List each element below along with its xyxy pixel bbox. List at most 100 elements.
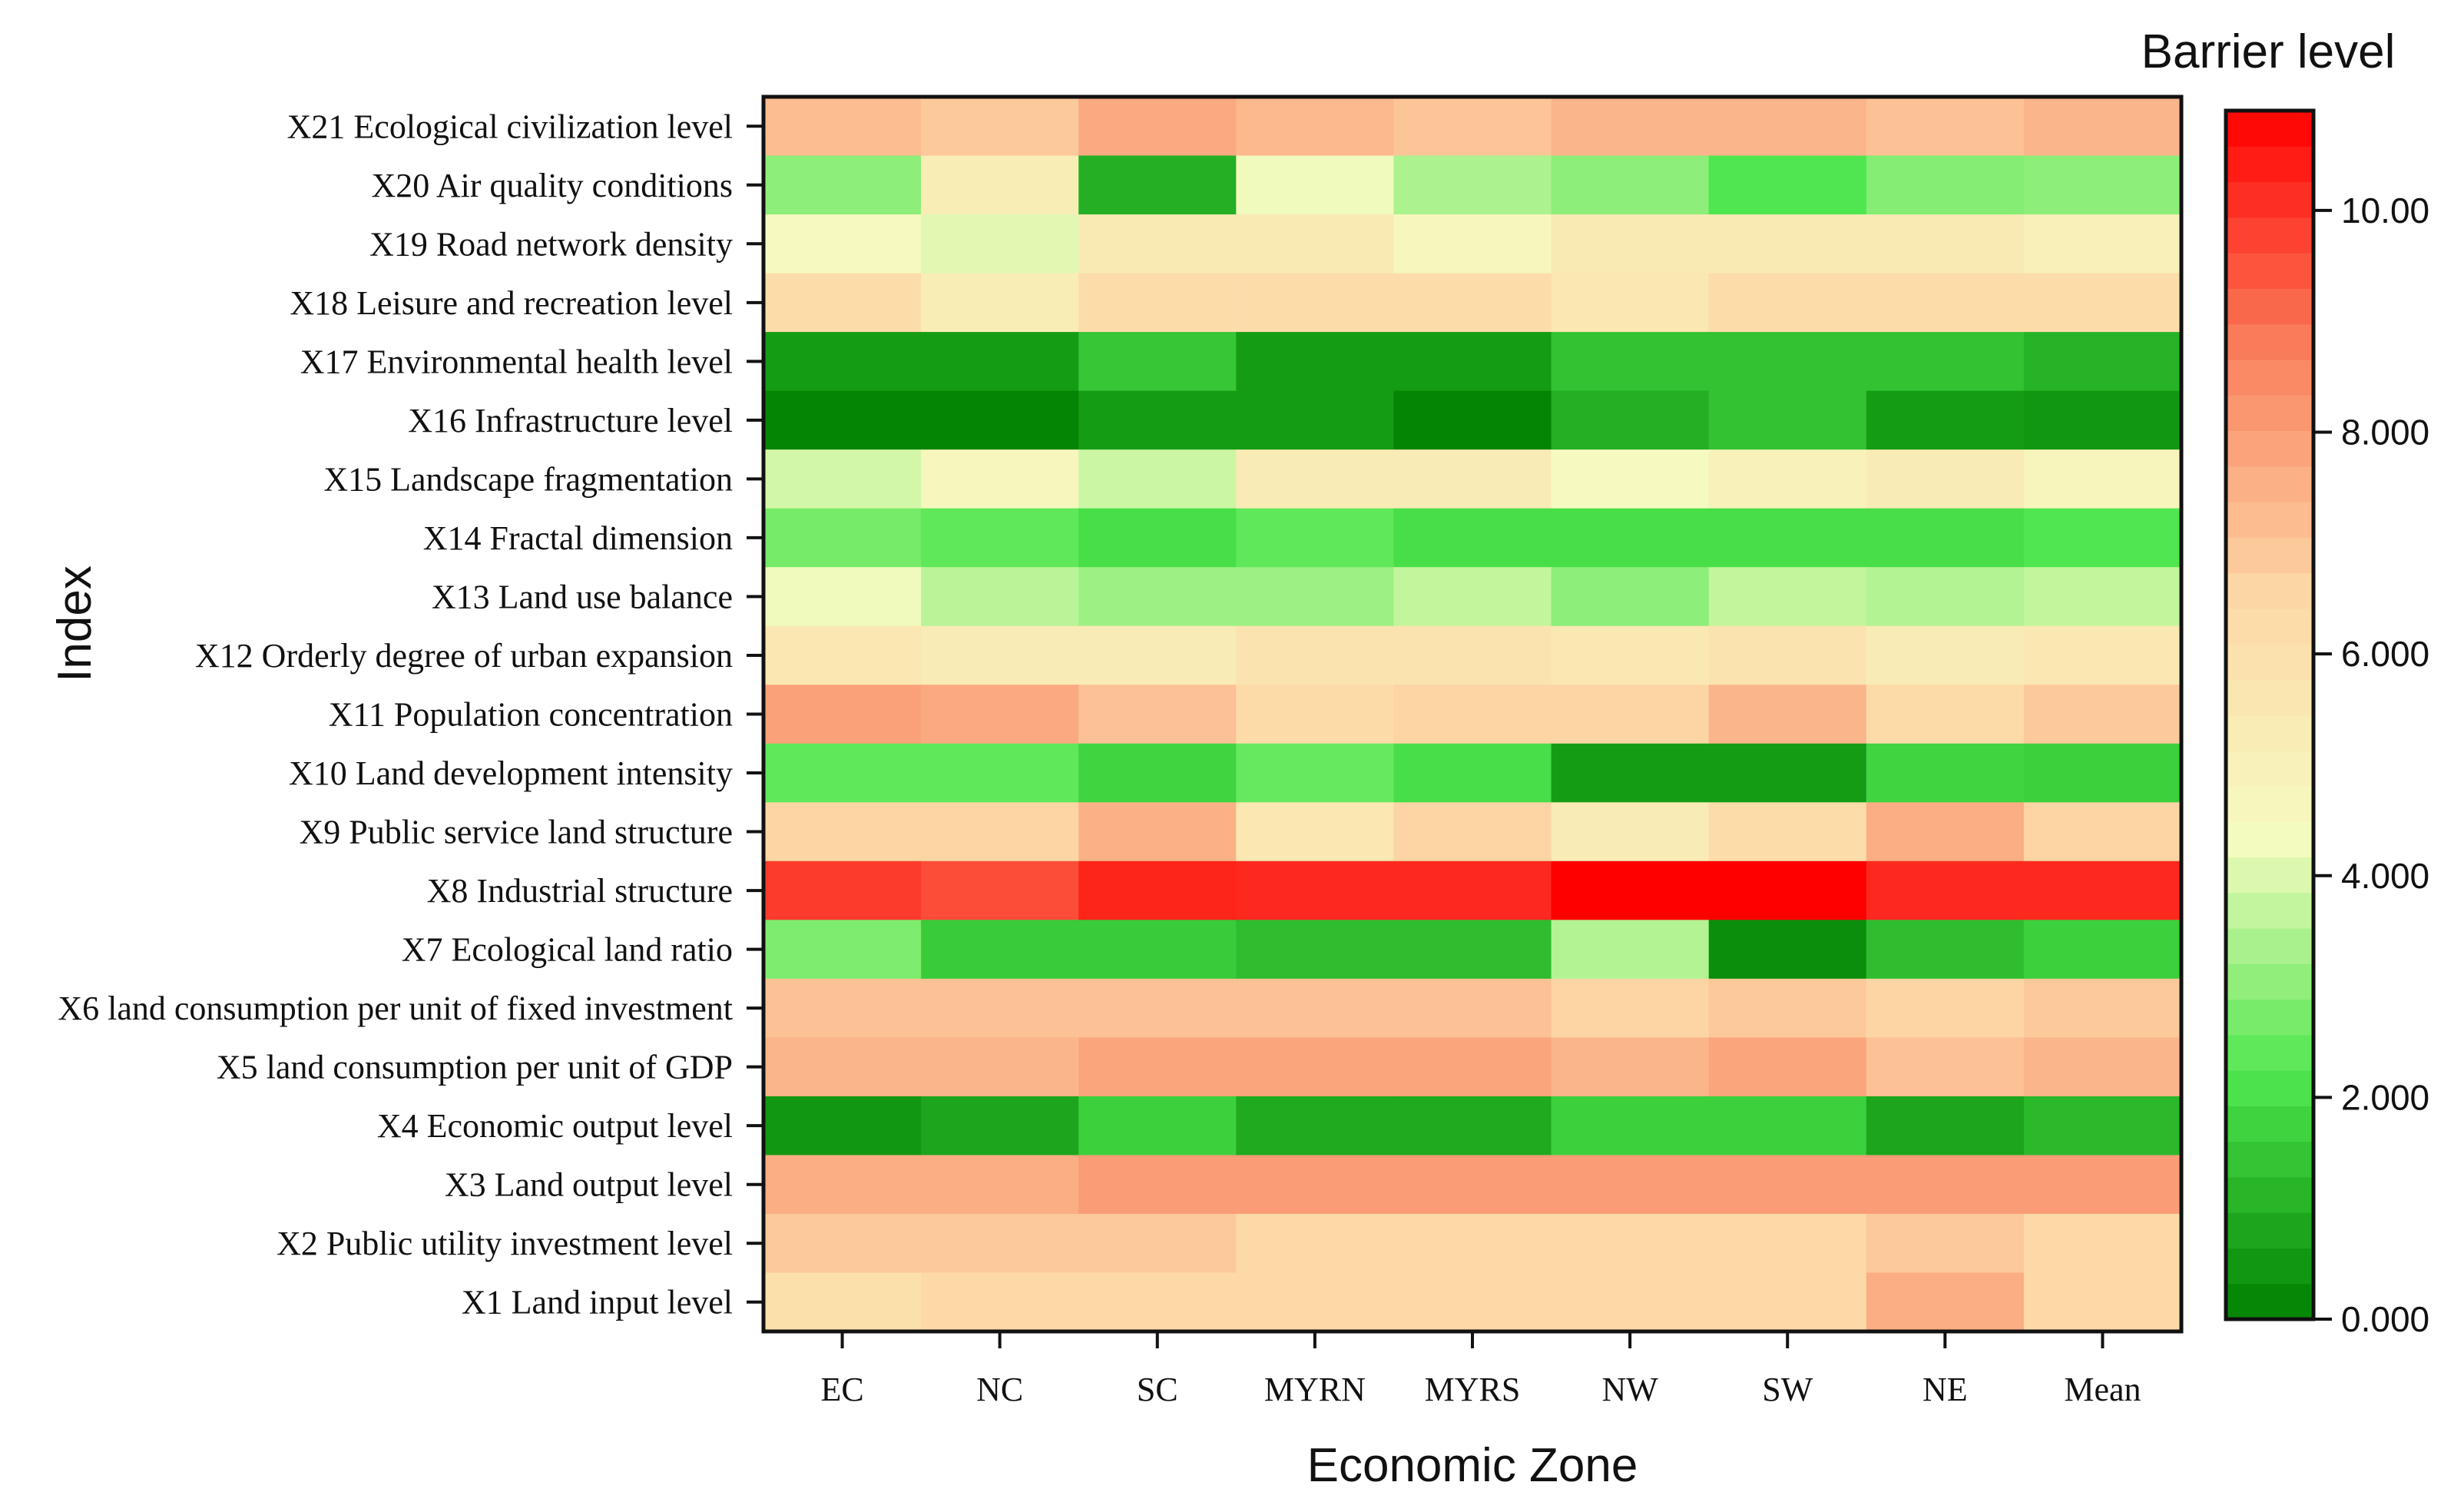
heatmap-cell	[921, 273, 1079, 333]
heatmap-cell	[1708, 508, 1867, 568]
heatmap-cell	[1551, 390, 1710, 450]
heatmap-cell	[1708, 802, 1867, 862]
heatmap-cell	[1078, 802, 1237, 862]
heatmap-cell	[2023, 508, 2182, 568]
heatmap-cell	[1393, 1272, 1552, 1332]
y-tick-label: X16 Infrastructure level	[408, 402, 733, 439]
heatmap-cell	[1708, 390, 1867, 450]
y-tick-label: X1 Land input level	[462, 1284, 733, 1321]
heatmap-cell	[921, 97, 1079, 157]
heatmap-cell	[1866, 97, 2025, 157]
heatmap-cell	[1866, 332, 2025, 392]
heatmap-cell	[1551, 449, 1710, 509]
colorbar-band	[2226, 323, 2313, 360]
colorbar-axis: 0.000 2.000 4.000 6.000 8.000 10.00	[2313, 191, 2429, 1339]
heatmap-cell	[1236, 1096, 1395, 1156]
y-tick-label: X5 land consumption per unit of GDP	[217, 1049, 733, 1086]
heatmap-cell	[921, 1037, 1079, 1097]
heatmap-cell	[763, 508, 922, 568]
colorbar-band	[2226, 857, 2313, 894]
heatmap-cell	[763, 449, 922, 509]
y-tick-label: X17 Environmental health level	[300, 343, 733, 380]
heatmap-cell	[763, 978, 922, 1038]
heatmap-cell	[1393, 332, 1552, 392]
heatmap-cell	[921, 1155, 1079, 1215]
heatmap-cell	[1236, 920, 1395, 980]
heatmap-cell	[1078, 920, 1237, 980]
colorbar-tick-label: 6.000	[2341, 634, 2429, 674]
colorbar-band	[2226, 111, 2313, 147]
heatmap-cell	[1236, 860, 1395, 920]
y-tick-label: X3 Land output level	[445, 1166, 733, 1204]
heatmap-cell	[1393, 743, 1552, 803]
heatmap-cell	[921, 685, 1079, 744]
heatmap-cell	[921, 332, 1079, 392]
heatmap-cell	[921, 625, 1079, 685]
y-tick-label: X13 Land use balance	[432, 578, 733, 615]
heatmap-cell	[763, 214, 922, 274]
heatmap-cell	[1078, 1037, 1237, 1097]
heatmap-cell	[1078, 860, 1237, 920]
colorbar-band	[2226, 928, 2313, 964]
heatmap-cell	[1708, 743, 1867, 803]
heatmap-cell	[1078, 685, 1237, 744]
heatmap-cell	[1393, 1155, 1552, 1215]
heatmap-cell	[1708, 1213, 1867, 1274]
y-tick-label: X18 Leisure and recreation level	[290, 284, 733, 322]
x-axis-title: Economic Zone	[1307, 1439, 1638, 1492]
x-tick-label: MYRN	[1264, 1371, 1366, 1408]
heatmap-cell	[1708, 625, 1867, 685]
heatmap-cell	[1078, 1155, 1237, 1215]
heatmap-cell	[1393, 155, 1552, 215]
heatmap-cell	[1551, 1155, 1710, 1215]
heatmap-cell	[921, 390, 1079, 450]
heatmap-cell	[1393, 508, 1552, 568]
heatmap-cell	[1078, 390, 1237, 450]
heatmap-cell	[763, 1155, 922, 1215]
y-tick-label: X19 Road network density	[369, 225, 733, 263]
heatmap-cell	[2023, 920, 2182, 980]
heatmap-cell	[1551, 920, 1710, 980]
heatmap-cell	[1708, 1037, 1867, 1097]
heatmap-cell	[1551, 332, 1710, 392]
heatmap-cell	[1708, 685, 1867, 744]
colorbar-band	[2226, 1248, 2313, 1285]
heatmap-cell	[1551, 97, 1710, 157]
heatmap-cell	[1708, 860, 1867, 920]
heatmap-cell	[1078, 743, 1237, 803]
heatmap-cell	[1236, 625, 1395, 685]
heatmap-cell	[2023, 802, 2182, 862]
heatmap-cell	[1866, 1213, 2025, 1274]
heatmap-cell	[763, 743, 922, 803]
x-tick-label: SW	[1762, 1371, 1813, 1408]
heatmap-cell	[921, 1213, 1079, 1274]
colorbar-title: Barrier level	[2141, 25, 2396, 78]
heatmap-cell	[1393, 390, 1552, 450]
colorbar-tick-label: 4.000	[2341, 856, 2429, 896]
heatmap-cell	[1236, 449, 1395, 509]
heatmap-cell	[1708, 214, 1867, 274]
y-tick-label: X6 land consumption per unit of fixed in…	[58, 990, 733, 1027]
heatmap-cell	[1236, 1037, 1395, 1097]
heatmap-cell	[921, 802, 1079, 862]
heatmap-cell	[1236, 1213, 1395, 1274]
heatmap-cell	[2023, 860, 2182, 920]
colorbar-band	[2226, 679, 2313, 716]
colorbar-band	[2226, 253, 2313, 289]
x-tick-label: MYRS	[1425, 1371, 1521, 1408]
heatmap-cell	[2023, 449, 2182, 509]
colorbar-band	[2226, 217, 2313, 254]
colorbar-band	[2226, 999, 2313, 1036]
colorbar-band	[2226, 963, 2313, 1000]
heatmap-cell	[1708, 449, 1867, 509]
colorbar-legend: Barrier level 0.000 2.000 4.000 6.000 8.000 1…	[2141, 25, 2430, 1339]
heatmap-cell	[2023, 625, 2182, 685]
heatmap-cell	[2023, 1155, 2182, 1215]
heatmap-cell	[1393, 567, 1552, 627]
y-tick-label: X11 Population concentration	[329, 696, 733, 734]
heatmap-cell	[921, 155, 1079, 215]
heatmap-cell	[1866, 214, 2025, 274]
heatmap-cell	[1866, 390, 2025, 450]
heatmap-cell	[1236, 155, 1395, 215]
